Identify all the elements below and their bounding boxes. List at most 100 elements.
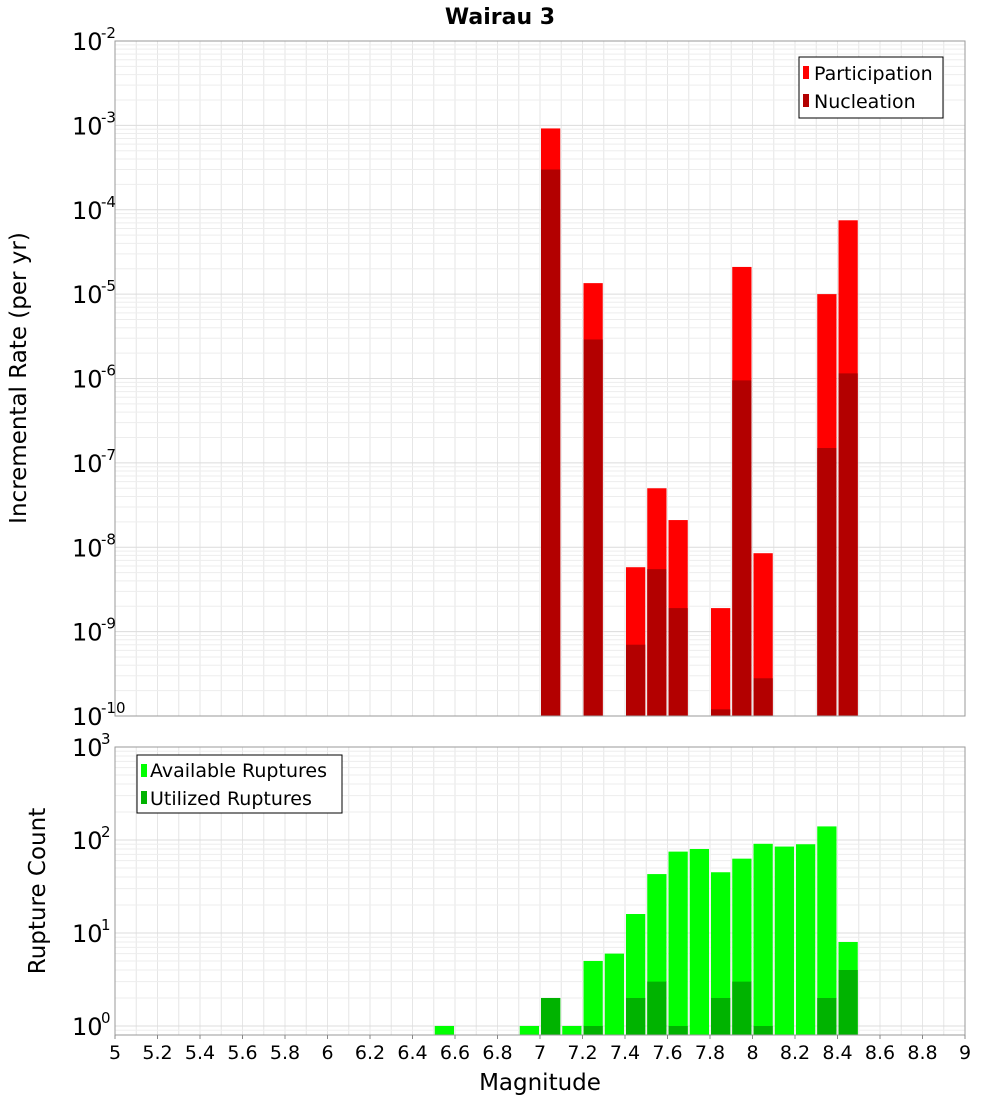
nucleation-bar <box>583 339 603 716</box>
x-tick-label: 8.2 <box>780 1042 810 1064</box>
count-y-tick-exponent: 1 <box>101 916 111 934</box>
rate-y-tick-base: 10 <box>72 534 103 562</box>
rate-plot-y-axis-label: Incremental Rate (per yr) <box>6 232 32 524</box>
available-ruptures-bar <box>583 960 603 1035</box>
rate-y-tick-base: 10 <box>72 281 103 309</box>
x-tick-label: 7.8 <box>695 1042 725 1064</box>
participation-bar <box>753 553 773 716</box>
available-ruptures-bar <box>604 953 624 1035</box>
rate-y-tick-exponent: -10 <box>101 699 126 717</box>
rate-y-tick-exponent: -7 <box>101 446 116 464</box>
utilized-ruptures-bar <box>583 1025 603 1035</box>
nucleation-legend-swatch <box>803 94 809 107</box>
rate-plot-legend: Participation Nucleation <box>798 56 944 119</box>
utilized-ruptures-bar <box>838 969 858 1035</box>
nucleation-bar <box>753 678 773 716</box>
rate-legend-box <box>798 56 944 119</box>
available-ruptures-bar <box>562 1025 582 1035</box>
utilized-ruptures-bar <box>732 981 752 1035</box>
x-tick-label: 8 <box>746 1042 758 1064</box>
utilized-ruptures-bar <box>647 981 667 1035</box>
utilized-ruptures-bar <box>753 1025 773 1035</box>
nucleation-bar <box>647 569 667 716</box>
x-tick-label: 6.4 <box>397 1042 427 1064</box>
nucleation-legend-label: Nucleation <box>814 91 916 113</box>
x-tick-label: 8.6 <box>865 1042 895 1064</box>
count-y-tick-base: 10 <box>72 1013 103 1041</box>
rate-y-tick-exponent: -2 <box>101 24 116 42</box>
nucleation-bar <box>711 709 731 716</box>
utilized-legend-label: Utilized Ruptures <box>150 788 312 810</box>
utilized-ruptures-bar <box>711 997 731 1035</box>
count-y-tick-exponent: 0 <box>101 1009 111 1027</box>
rate-plot-bars <box>541 128 858 717</box>
rate-y-tick-exponent: -9 <box>101 615 116 633</box>
nucleation-bar <box>668 608 688 716</box>
rate-y-tick-exponent: -5 <box>101 277 116 295</box>
rate-y-tick-base: 10 <box>72 703 103 731</box>
available-legend-label: Available Ruptures <box>150 760 327 782</box>
rate-y-tick-base: 10 <box>72 197 103 225</box>
utilized-ruptures-bar <box>668 1025 688 1035</box>
available-ruptures-bar <box>753 843 773 1035</box>
participation-legend-label: Participation <box>814 63 933 85</box>
x-tick-label: 6.8 <box>482 1042 512 1064</box>
rate-plot-y-ticks: 10-210-310-410-510-610-710-810-910-10 <box>72 24 126 731</box>
x-tick-label: 9 <box>959 1042 971 1064</box>
nucleation-bar <box>838 373 858 716</box>
participation-legend-swatch <box>803 66 809 79</box>
rate-y-tick-exponent: -3 <box>101 108 116 126</box>
x-tick-label: 8.8 <box>907 1042 937 1064</box>
rate-y-tick-base: 10 <box>72 112 103 140</box>
utilized-legend-swatch <box>141 791 147 804</box>
x-tick-label: 6.6 <box>440 1042 470 1064</box>
nucleation-bar <box>732 380 752 716</box>
nucleation-bar <box>817 448 837 716</box>
x-tick-label: 5.2 <box>142 1042 172 1064</box>
x-tick-label: 7 <box>534 1042 546 1064</box>
x-tick-label: 6.2 <box>355 1042 385 1064</box>
available-ruptures-bar <box>434 1025 454 1035</box>
count-y-tick-base: 10 <box>72 920 103 948</box>
available-ruptures-bar <box>817 826 837 1035</box>
available-ruptures-bar <box>668 851 688 1035</box>
count-y-tick-exponent: 2 <box>101 823 111 841</box>
x-tick-label: 5.4 <box>185 1042 215 1064</box>
count-plot-bars <box>434 826 858 1035</box>
available-ruptures-bar <box>774 846 794 1035</box>
available-ruptures-bar <box>689 849 709 1035</box>
rate-plot-frame <box>114 40 966 717</box>
utilized-ruptures-bar <box>817 997 837 1035</box>
available-ruptures-bar <box>796 844 816 1035</box>
utilized-ruptures-bar <box>626 997 646 1035</box>
rate-y-tick-base: 10 <box>72 366 103 394</box>
count-plot-y-axis-label: Rupture Count <box>25 808 51 974</box>
rate-y-tick-exponent: -8 <box>101 530 116 548</box>
nucleation-bar <box>626 644 646 716</box>
x-tick-label: 8.4 <box>822 1042 852 1064</box>
x-tick-label: 7.2 <box>567 1042 597 1064</box>
x-tick-label: 6 <box>321 1042 333 1064</box>
utilized-ruptures-bar <box>541 997 561 1035</box>
available-legend-swatch <box>141 764 147 777</box>
count-y-tick-base: 10 <box>72 827 103 855</box>
x-axis-label: Magnitude <box>479 1070 601 1096</box>
available-ruptures-bar <box>519 1025 539 1035</box>
nucleation-bar <box>541 169 561 716</box>
count-plot-legend: Available Ruptures Utilized Ruptures <box>136 754 343 814</box>
count-y-tick-base: 10 <box>72 734 103 762</box>
x-tick-label: 5.6 <box>227 1042 257 1064</box>
x-tick-label: 5.8 <box>270 1042 300 1064</box>
count-legend-box <box>136 754 343 814</box>
rate-plot-grid <box>114 41 966 717</box>
participation-bar <box>711 608 731 716</box>
x-tick-label: 7.6 <box>652 1042 682 1064</box>
rate-y-tick-base: 10 <box>72 28 103 56</box>
rate-y-tick-base: 10 <box>72 619 103 647</box>
available-ruptures-bar <box>711 872 731 1035</box>
rate-y-tick-base: 10 <box>72 450 103 478</box>
count-y-tick-exponent: 3 <box>101 730 111 748</box>
